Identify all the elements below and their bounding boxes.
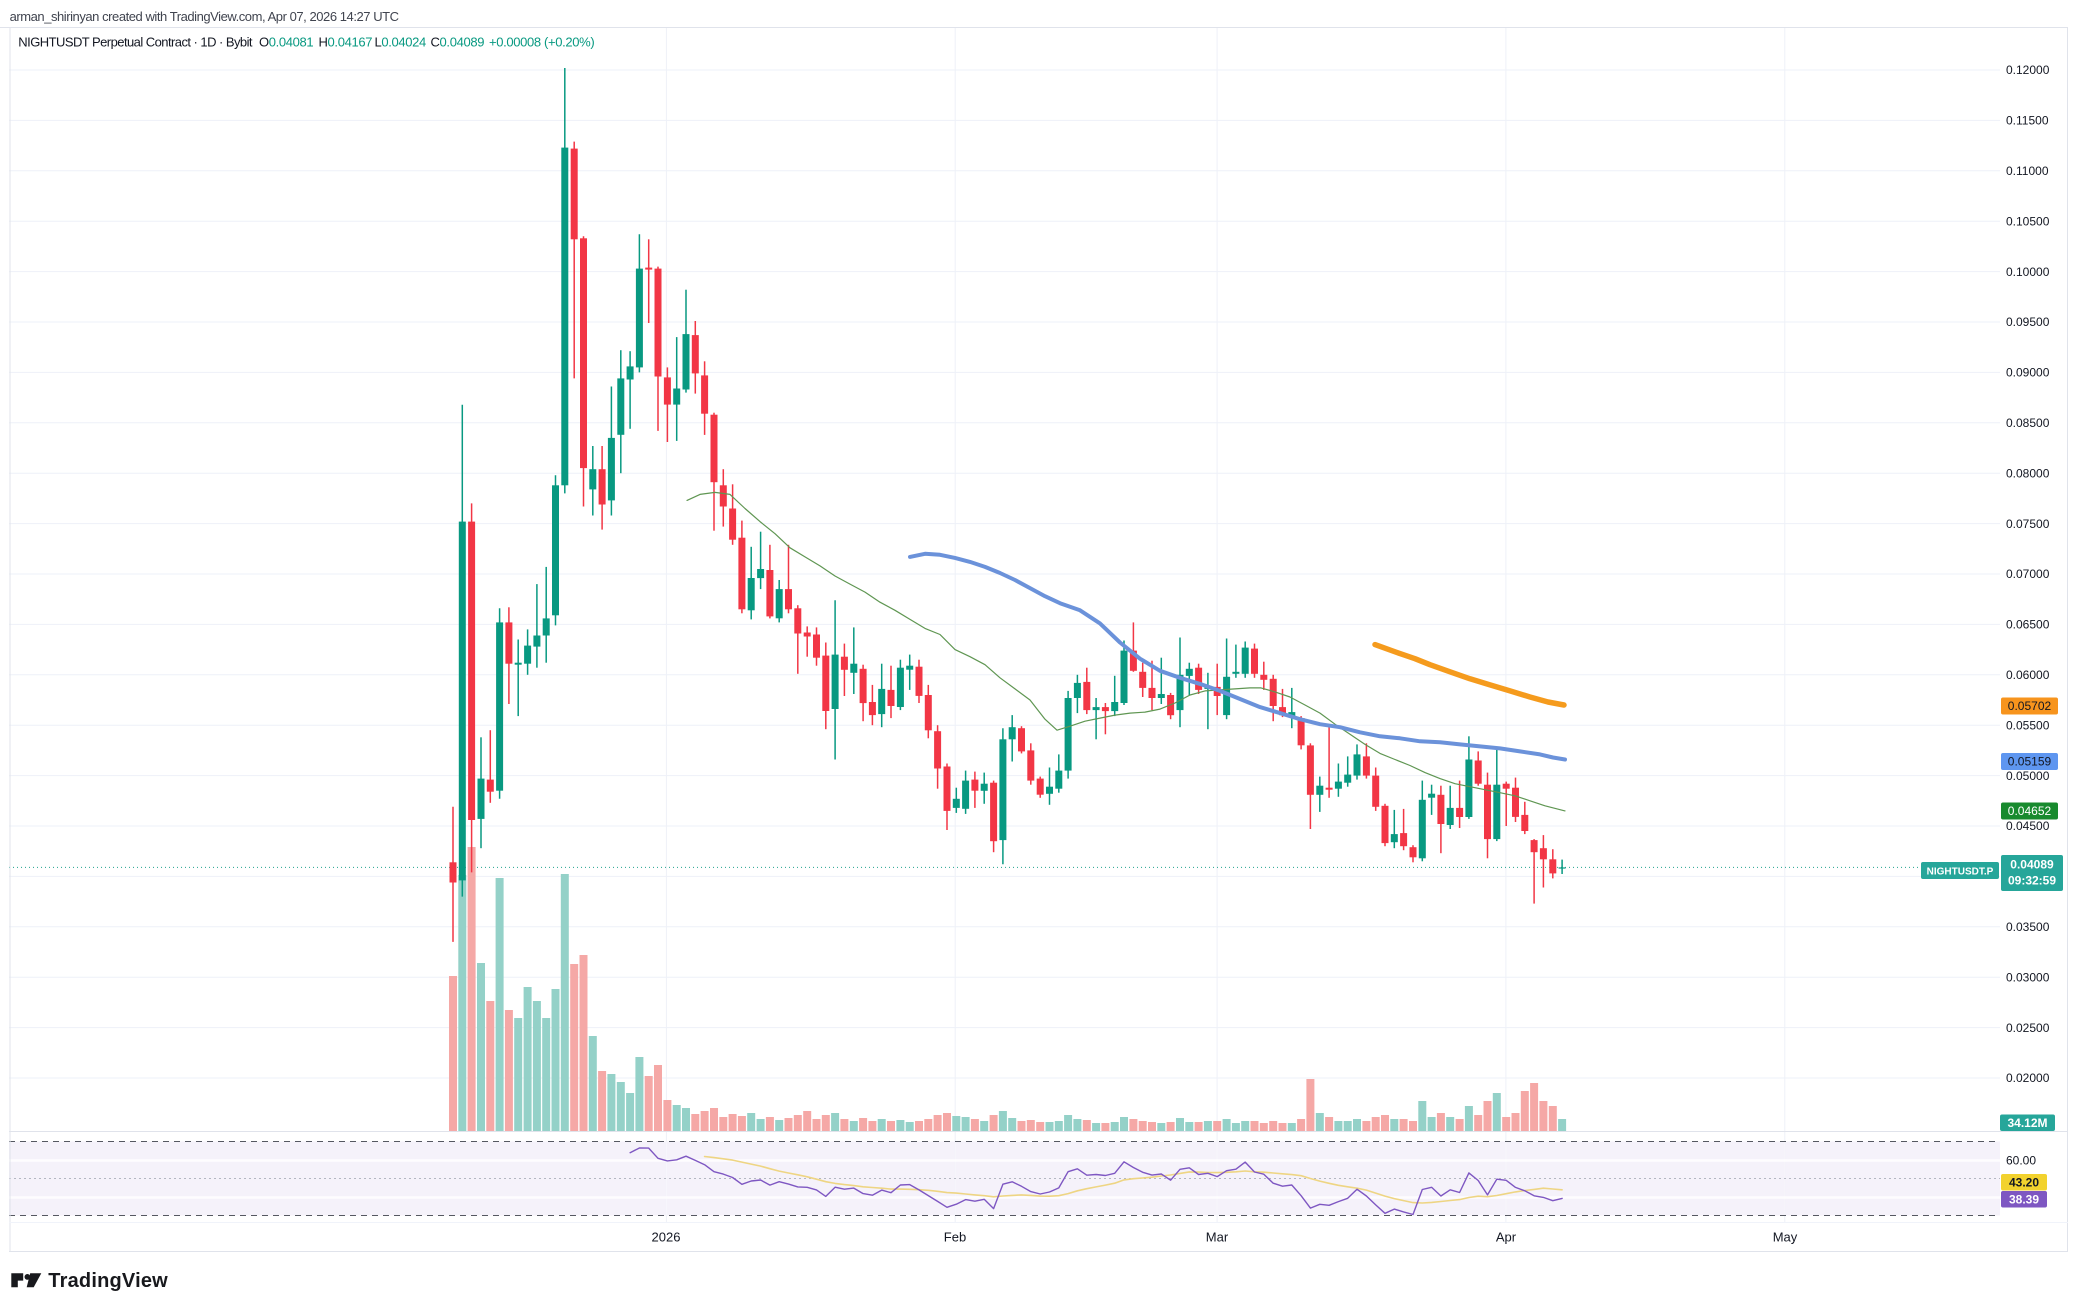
- svg-text:0.02000: 0.02000: [2006, 1071, 2050, 1085]
- svg-text:0.03000: 0.03000: [2006, 970, 2050, 984]
- svg-text:34.12M: 34.12M: [2007, 1116, 2047, 1130]
- svg-text:H0.04167: H0.04167: [319, 35, 373, 50]
- svg-text:L0.04024: L0.04024: [375, 35, 427, 50]
- svg-text:43.20: 43.20: [2009, 1175, 2039, 1189]
- svg-text:0.02500: 0.02500: [2006, 1021, 2050, 1035]
- svg-text:38.39: 38.39: [2009, 1192, 2039, 1206]
- svg-text:NIGHTUSDT.P: NIGHTUSDT.P: [1927, 867, 1994, 878]
- svg-text:Mar: Mar: [1206, 1230, 1229, 1245]
- svg-text:60.00: 60.00: [2006, 1154, 2036, 1168]
- svg-text:C0.04089: C0.04089: [431, 35, 485, 50]
- svg-text:0.11500: 0.11500: [2006, 114, 2049, 128]
- svg-text:Feb: Feb: [944, 1230, 966, 1245]
- svg-text:NIGHTUSDT Perpetual Contract ·: NIGHTUSDT Perpetual Contract · 1D · Bybi…: [18, 35, 253, 50]
- svg-text:0.05702: 0.05702: [2008, 699, 2052, 713]
- svg-text:0.07500: 0.07500: [2006, 517, 2050, 531]
- svg-text:0.07000: 0.07000: [2006, 567, 2050, 581]
- svg-text:0.09500: 0.09500: [2006, 315, 2050, 329]
- svg-text:0.04089: 0.04089: [2010, 858, 2054, 872]
- svg-text:09:32:59: 09:32:59: [2008, 874, 2056, 888]
- svg-text:0.10500: 0.10500: [2006, 214, 2050, 228]
- svg-text:TradingView: TradingView: [48, 1270, 168, 1292]
- svg-text:0.03500: 0.03500: [2006, 920, 2050, 934]
- svg-text:0.06000: 0.06000: [2006, 668, 2050, 682]
- svg-text:0.12000: 0.12000: [2006, 63, 2050, 77]
- svg-text:Apr: Apr: [1496, 1230, 1517, 1245]
- svg-text:0.04500: 0.04500: [2006, 819, 2050, 833]
- svg-text:0.05000: 0.05000: [2006, 769, 2050, 783]
- svg-text:0.05500: 0.05500: [2006, 718, 2050, 732]
- svg-text:0.09000: 0.09000: [2006, 366, 2050, 380]
- svg-text:0.04652: 0.04652: [2008, 804, 2052, 818]
- svg-text:0.11000: 0.11000: [2006, 164, 2049, 178]
- svg-text:O0.04081: O0.04081: [259, 35, 313, 50]
- svg-text:May: May: [1773, 1230, 1798, 1245]
- svg-text:0.08500: 0.08500: [2006, 416, 2050, 430]
- svg-text:0.10000: 0.10000: [2006, 265, 2050, 279]
- svg-text:2026: 2026: [652, 1230, 681, 1245]
- svg-text:+0.00008 (+0.20%): +0.00008 (+0.20%): [489, 35, 594, 50]
- svg-text:0.05159: 0.05159: [2008, 755, 2052, 769]
- svg-text:0.08000: 0.08000: [2006, 466, 2050, 480]
- svg-text:arman_shirinyan created with T: arman_shirinyan created with TradingView…: [10, 9, 399, 24]
- svg-text:0.06500: 0.06500: [2006, 618, 2050, 632]
